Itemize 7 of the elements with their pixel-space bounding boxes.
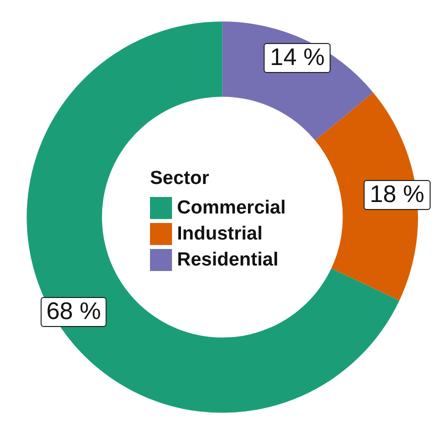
legend-label: Commercial	[177, 198, 286, 218]
data-label: 14 %	[264, 42, 331, 73]
legend-label: Industrial	[177, 224, 263, 244]
legend-title: Sector	[150, 168, 210, 189]
data-label: 18 %	[364, 180, 430, 210]
data-label: 68 %	[40, 296, 108, 326]
legend-label: Residential	[177, 250, 278, 270]
